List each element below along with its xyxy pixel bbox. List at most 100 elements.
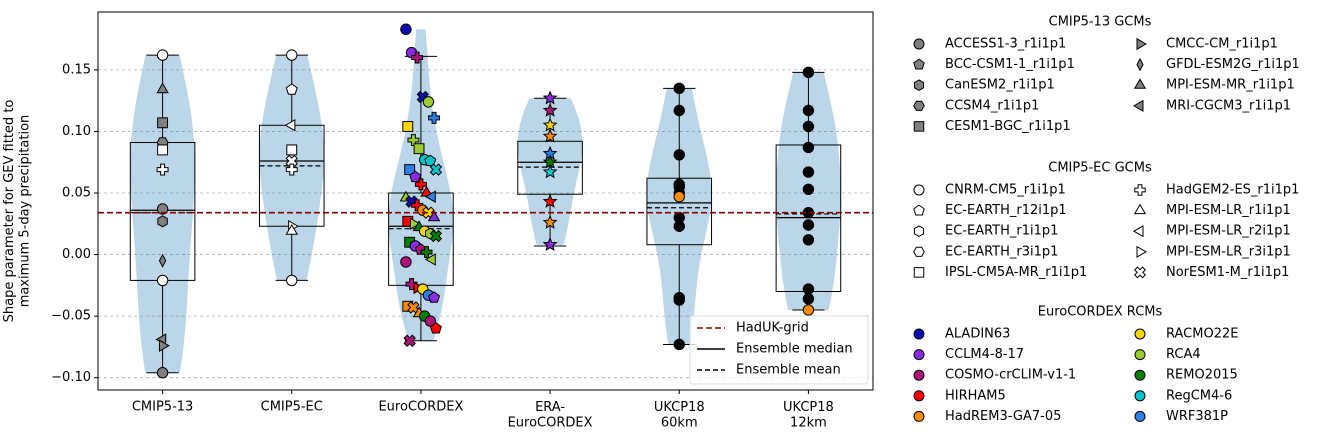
data-point	[673, 220, 685, 232]
legend-marker	[913, 328, 925, 340]
data-point	[409, 170, 422, 183]
data-point	[407, 301, 420, 314]
data-point	[802, 293, 815, 305]
legend-marker	[1134, 266, 1146, 279]
legend-label: ALADIN63	[945, 327, 1010, 342]
legend-marker	[1133, 203, 1147, 215]
data-point	[411, 51, 424, 64]
data-point	[429, 229, 443, 243]
legend-marker	[913, 121, 925, 132]
legend-label: WRF381P	[1166, 409, 1228, 424]
data-point	[802, 219, 815, 231]
x-tick-label: CMIP5-EC	[261, 400, 323, 415]
data-point	[405, 278, 418, 291]
x-tick-label: UKCP18 60km	[654, 400, 705, 431]
data-point	[156, 82, 169, 94]
legend-label: BCC-CSM1-1_r1i1p1	[945, 57, 1075, 72]
legend-marker	[913, 410, 925, 422]
legend-title: CMIP5-EC GCMs	[1048, 161, 1152, 176]
legend-marker	[913, 58, 925, 70]
legend-marker	[1136, 37, 1147, 51]
legend-label: Ensemble median	[736, 342, 853, 357]
legend-label: IPSL-CM5A-MR_r1i1p1	[945, 265, 1087, 280]
legend-label: RACMO22E	[1166, 327, 1238, 342]
legend-marker	[913, 369, 925, 381]
legend-marker	[913, 390, 925, 402]
data-point	[402, 121, 414, 132]
data-point	[285, 163, 298, 176]
data-point	[156, 367, 169, 379]
data-point	[413, 143, 425, 155]
data-point	[802, 283, 815, 295]
data-point	[424, 190, 436, 203]
data-point	[673, 82, 685, 95]
legend-marker	[1133, 78, 1147, 89]
legend-label: HadUK-grid	[736, 321, 809, 336]
legend-label: HadREM3-GA7-05	[945, 409, 1061, 424]
data-point	[285, 154, 298, 168]
data-point	[542, 193, 558, 208]
legend-label: CanESM2_r1i1p1	[945, 78, 1055, 93]
legend-label: CCLM4-8-17	[945, 347, 1024, 362]
legend-label: EC-EARTH_r12i1p1	[945, 203, 1067, 218]
data-point	[542, 214, 558, 229]
legend-marker	[913, 100, 925, 111]
data-point	[802, 234, 815, 246]
legend-label: ACCESS1-3_r1i1p1	[945, 37, 1066, 52]
legend-label: CMCC-CM_r1i1p1	[1166, 37, 1278, 52]
data-point	[802, 120, 815, 133]
data-point	[542, 164, 558, 179]
legend-label: CESM1-BGC_r1i1p1	[945, 119, 1071, 134]
y-tick-label: 0.00	[62, 247, 91, 262]
y-tick-label: −0.05	[51, 309, 91, 324]
axes-frame	[97, 11, 874, 391]
x-tick-label: CMIP5-13	[132, 400, 193, 415]
data-point	[157, 117, 169, 129]
data-point	[424, 253, 436, 266]
data-point	[542, 102, 558, 117]
legend-title: EuroCORDEX RCMs	[1038, 305, 1163, 320]
plot-area	[98, 23, 873, 379]
data-point	[802, 141, 815, 154]
legend-marker	[1134, 349, 1146, 361]
data-point	[404, 164, 416, 176]
data-point	[429, 322, 442, 334]
data-point	[158, 253, 167, 268]
legend-label: COSMO-crCLIM-v1-1	[945, 368, 1076, 383]
data-point	[286, 274, 298, 287]
data-point	[156, 49, 169, 61]
legend-marker	[1134, 390, 1146, 402]
legend-marker	[1133, 99, 1144, 112]
data-point	[156, 163, 169, 176]
legend-label: EC-EARTH_r1i1p1	[945, 224, 1058, 239]
data-point	[429, 163, 443, 176]
legend-box	[689, 315, 869, 385]
legend-title: CMIP5-13 GCMs	[1049, 15, 1152, 30]
data-point	[158, 339, 170, 352]
data-point	[802, 166, 815, 178]
data-point	[428, 291, 441, 303]
data-point	[286, 49, 298, 61]
legend-label: RCA4	[1166, 347, 1201, 362]
legend-label: NorESM1-M_r1i1p1	[1166, 265, 1289, 280]
legend-label: HIRHAM5	[945, 388, 1006, 403]
data-point	[542, 90, 558, 105]
legend-marker	[1134, 410, 1146, 422]
legend-marker	[913, 184, 925, 196]
data-point	[802, 66, 815, 79]
legend-marker	[913, 349, 925, 361]
legend-label: REMO2015	[1166, 368, 1238, 383]
data-point	[414, 178, 427, 191]
data-point	[285, 223, 299, 235]
legend-marker	[1136, 245, 1147, 258]
legend-marker	[1134, 328, 1146, 340]
legend-label: MPI-ESM-MR_r1i1p1	[1166, 78, 1295, 93]
data-point	[422, 96, 435, 108]
data-point	[424, 154, 437, 167]
data-point	[802, 104, 815, 117]
data-point	[285, 83, 298, 95]
legend-marker	[1134, 369, 1146, 381]
data-point	[673, 338, 685, 351]
data-point	[802, 304, 815, 316]
